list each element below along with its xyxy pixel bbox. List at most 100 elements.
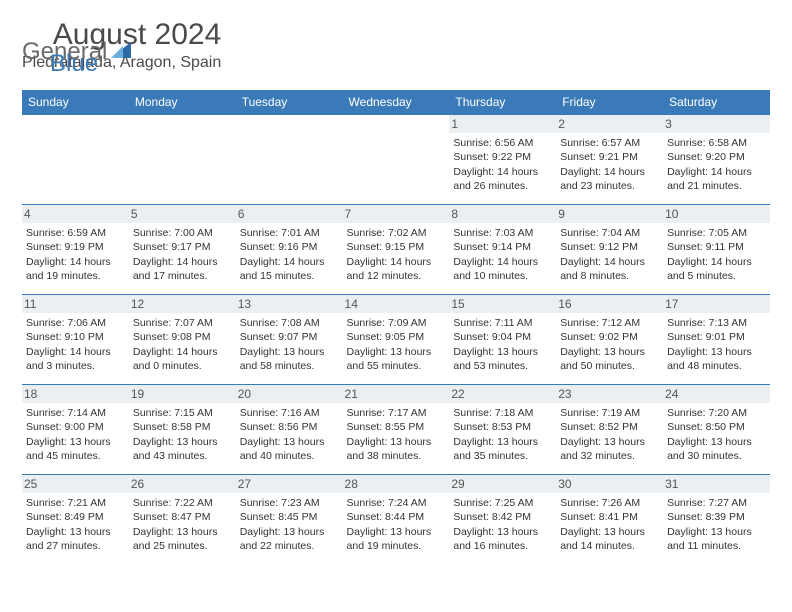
sunrise-text: Sunrise: 7:03 AM: [453, 226, 552, 240]
sunrise-text: Sunrise: 7:20 AM: [667, 406, 766, 420]
calendar-cell: 23Sunrise: 7:19 AMSunset: 8:52 PMDayligh…: [556, 385, 663, 475]
daylight-text: Daylight: 14 hours and 8 minutes.: [560, 255, 659, 283]
day-number: 4: [22, 205, 129, 223]
calendar-cell: 31 Sunrise: 7:27 AMSunset: 8:39 PMDayligh…: [663, 475, 770, 565]
sunset-text: Sunset: 9:10 PM: [26, 330, 125, 344]
calendar-cell: 16Sunrise: 7:12 AMSunset: 9:02 PMDayligh…: [556, 295, 663, 385]
weekday-header: Wednesday: [343, 90, 450, 115]
sunrise-text: Sunrise: 7:22 AM: [133, 496, 232, 510]
sunrise-text: Sunrise: 7:13 AM: [667, 316, 766, 330]
daylight-text: Daylight: 14 hours and 12 minutes.: [347, 255, 446, 283]
calendar-cell: 29Sunrise: 7:25 AMSunset: 8:42 PMDayligh…: [449, 475, 556, 565]
day-details: Sunrise: 6:56 AMSunset: 9:22 PMDaylight:…: [453, 136, 552, 193]
sunrise-text: Sunrise: 7:06 AM: [26, 316, 125, 330]
calendar-cell: 2Sunrise: 6:57 AMSunset: 9:21 PMDaylight…: [556, 115, 663, 205]
daylight-text: Daylight: 13 hours and 38 minutes.: [347, 435, 446, 463]
calendar-cell: 19Sunrise: 7:15 AMSunset: 8:58 PMDayligh…: [129, 385, 236, 475]
daylight-text: Daylight: 14 hours and 15 minutes.: [240, 255, 339, 283]
day-number: 14: [343, 295, 450, 313]
daylight-text: Daylight: 13 hours and 25 minutes.: [133, 525, 232, 553]
daylight-text: Daylight: 13 hours and 27 minutes.: [26, 525, 125, 553]
day-details: Sunrise: 7:04 AMSunset: 9:12 PMDaylight:…: [560, 226, 659, 283]
day-details: Sunrise: 7:14 AMSunset: 9:00 PMDaylight:…: [26, 406, 125, 463]
day-details: Sunrise: 7:09 AMSunset: 9:05 PMDaylight:…: [347, 316, 446, 373]
day-number: 17: [663, 295, 770, 313]
sunset-text: Sunset: 8:44 PM: [347, 510, 446, 524]
daylight-text: Daylight: 13 hours and 19 minutes.: [347, 525, 446, 553]
day-number: 8: [449, 205, 556, 223]
sunset-text: Sunset: 9:04 PM: [453, 330, 552, 344]
sunrise-text: Sunrise: 7:23 AM: [240, 496, 339, 510]
daylight-text: Daylight: 14 hours and 23 minutes.: [560, 165, 659, 193]
weekday-header: Thursday: [449, 90, 556, 115]
calendar-row: 25 Sunrise: 7:21 AMSunset: 8:49 PMDayligh…: [22, 475, 770, 565]
day-details: Sunrise: 7:22 AMSunset: 8:47 PMDaylight:…: [133, 496, 232, 553]
calendar-cell: 6Sunrise: 7:01 AMSunset: 9:16 PMDaylight…: [236, 205, 343, 295]
day-details: Sunrise: 7:06 AMSunset: 9:10 PMDaylight:…: [26, 316, 125, 373]
sunset-text: Sunset: 9:15 PM: [347, 240, 446, 254]
day-details: Sunrise: 7:15 AMSunset: 8:58 PMDaylight:…: [133, 406, 232, 463]
daylight-text: Daylight: 13 hours and 43 minutes.: [133, 435, 232, 463]
daylight-text: Daylight: 13 hours and 45 minutes.: [26, 435, 125, 463]
sunset-text: Sunset: 9:11 PM: [667, 240, 766, 254]
calendar-cell: 25 Sunrise: 7:21 AMSunset: 8:49 PMDayligh…: [22, 475, 129, 565]
daylight-text: Daylight: 14 hours and 21 minutes.: [667, 165, 766, 193]
sunrise-text: Sunrise: 7:21 AM: [26, 496, 125, 510]
calendar-cell: 5Sunrise: 7:00 AMSunset: 9:17 PMDaylight…: [129, 205, 236, 295]
weekday-header: Monday: [129, 90, 236, 115]
day-details: Sunrise: 7:21 AMSunset: 8:49 PMDaylight:…: [26, 496, 125, 553]
sunset-text: Sunset: 8:56 PM: [240, 420, 339, 434]
sunset-text: Sunset: 9:12 PM: [560, 240, 659, 254]
sunrise-text: Sunrise: 7:12 AM: [560, 316, 659, 330]
day-number: 23: [556, 385, 663, 403]
day-number: 10: [663, 205, 770, 223]
calendar-cell: 26 Sunrise: 7:22 AMSunset: 8:47 PMDayligh…: [129, 475, 236, 565]
calendar-cell: 12 Sunrise: 7:07 AMSunset: 9:08 PMDayligh…: [129, 295, 236, 385]
day-number: 18: [22, 385, 129, 403]
day-details: Sunrise: 7:27 AMSunset: 8:39 PMDaylight:…: [667, 496, 766, 553]
day-number: 26: [129, 475, 236, 493]
calendar-body: 1Sunrise: 6:56 AMSunset: 9:22 PMDaylight…: [22, 115, 770, 565]
sunset-text: Sunset: 8:52 PM: [560, 420, 659, 434]
sunrise-text: Sunrise: 7:07 AM: [133, 316, 232, 330]
sunrise-text: Sunrise: 7:27 AM: [667, 496, 766, 510]
day-details: Sunrise: 7:03 AMSunset: 9:14 PMDaylight:…: [453, 226, 552, 283]
sunset-text: Sunset: 9:00 PM: [26, 420, 125, 434]
daylight-text: Daylight: 13 hours and 53 minutes.: [453, 345, 552, 373]
day-details: Sunrise: 7:26 AMSunset: 8:41 PMDaylight:…: [560, 496, 659, 553]
day-number: 12: [129, 295, 236, 313]
sunrise-text: Sunrise: 6:56 AM: [453, 136, 552, 150]
day-number: 21: [343, 385, 450, 403]
calendar-cell: 10 Sunrise: 7:05 AMSunset: 9:11 PMDayligh…: [663, 205, 770, 295]
calendar-cell: 15Sunrise: 7:11 AMSunset: 9:04 PMDayligh…: [449, 295, 556, 385]
sunrise-text: Sunrise: 6:57 AM: [560, 136, 659, 150]
day-details: Sunrise: 7:18 AMSunset: 8:53 PMDaylight:…: [453, 406, 552, 463]
daylight-text: Daylight: 13 hours and 58 minutes.: [240, 345, 339, 373]
day-details: Sunrise: 7:05 AMSunset: 9:11 PMDaylight:…: [667, 226, 766, 283]
sunset-text: Sunset: 8:42 PM: [453, 510, 552, 524]
day-details: Sunrise: 7:07 AMSunset: 9:08 PMDaylight:…: [133, 316, 232, 373]
day-details: Sunrise: 7:00 AMSunset: 9:17 PMDaylight:…: [133, 226, 232, 283]
day-details: Sunrise: 7:01 AMSunset: 9:16 PMDaylight:…: [240, 226, 339, 283]
day-details: Sunrise: 6:59 AMSunset: 9:19 PMDaylight:…: [26, 226, 125, 283]
day-number: 31: [663, 475, 770, 493]
day-details: Sunrise: 7:08 AMSunset: 9:07 PMDaylight:…: [240, 316, 339, 373]
day-number: 15: [449, 295, 556, 313]
calendar-cell: 18 Sunrise: 7:14 AMSunset: 9:00 PMDayligh…: [22, 385, 129, 475]
daylight-text: Daylight: 13 hours and 22 minutes.: [240, 525, 339, 553]
calendar-cell: 30Sunrise: 7:26 AMSunset: 8:41 PMDayligh…: [556, 475, 663, 565]
day-details: Sunrise: 7:16 AMSunset: 8:56 PMDaylight:…: [240, 406, 339, 463]
day-number: 3: [663, 115, 770, 133]
day-details: Sunrise: 6:58 AMSunset: 9:20 PMDaylight:…: [667, 136, 766, 193]
calendar-row: 1Sunrise: 6:56 AMSunset: 9:22 PMDaylight…: [22, 115, 770, 205]
weekday-header: Saturday: [663, 90, 770, 115]
day-number: 25: [22, 475, 129, 493]
calendar-cell: 22Sunrise: 7:18 AMSunset: 8:53 PMDayligh…: [449, 385, 556, 475]
daylight-text: Daylight: 14 hours and 0 minutes.: [133, 345, 232, 373]
sunset-text: Sunset: 8:53 PM: [453, 420, 552, 434]
day-number: 29: [449, 475, 556, 493]
sunrise-text: Sunrise: 7:04 AM: [560, 226, 659, 240]
daylight-text: Daylight: 14 hours and 10 minutes.: [453, 255, 552, 283]
calendar-cell: 14 Sunrise: 7:09 AMSunset: 9:05 PMDayligh…: [343, 295, 450, 385]
day-number: 28: [343, 475, 450, 493]
